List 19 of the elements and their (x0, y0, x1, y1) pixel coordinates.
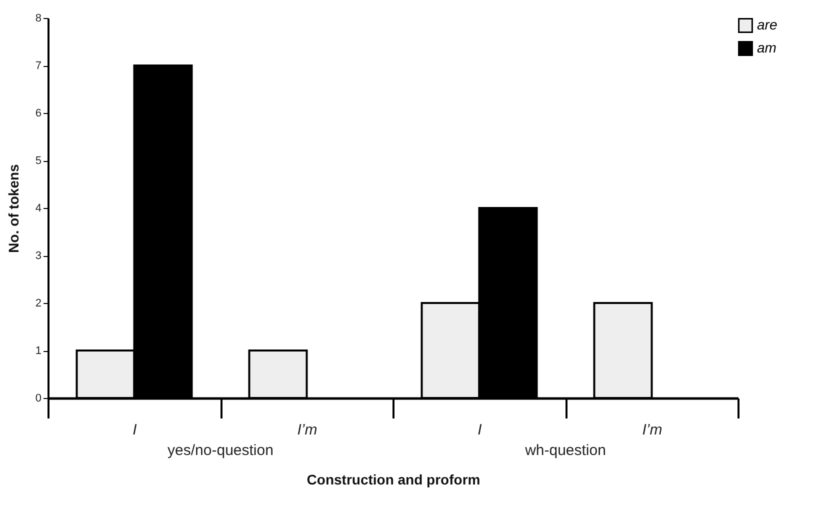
y-tick-label: 1 (35, 345, 42, 357)
text: yes/no-question (168, 442, 274, 459)
y-tick-label: 6 (35, 108, 42, 120)
x-axis-title: Construction and proform (306, 472, 480, 488)
y-tick-label: 5 (35, 155, 42, 167)
y-tick-label: 0 (35, 392, 42, 404)
x-tick-label: I (132, 422, 137, 438)
x-tick-label: I’m (642, 422, 662, 438)
y-tick-label: 2 (35, 298, 42, 310)
y-tick-label: 4 (35, 202, 42, 214)
x-tick-label: I’m (297, 422, 318, 438)
text: wh-question (524, 442, 606, 459)
y-axis-title: No. of tokens (5, 164, 22, 253)
legend-label: are (757, 16, 778, 32)
y-tick-label: 3 (35, 250, 42, 262)
y-tick-label: 7 (35, 60, 42, 72)
y-tick-label: 8 (35, 12, 42, 24)
legend-label: am (757, 40, 777, 56)
x-tick-label: I (478, 422, 482, 438)
